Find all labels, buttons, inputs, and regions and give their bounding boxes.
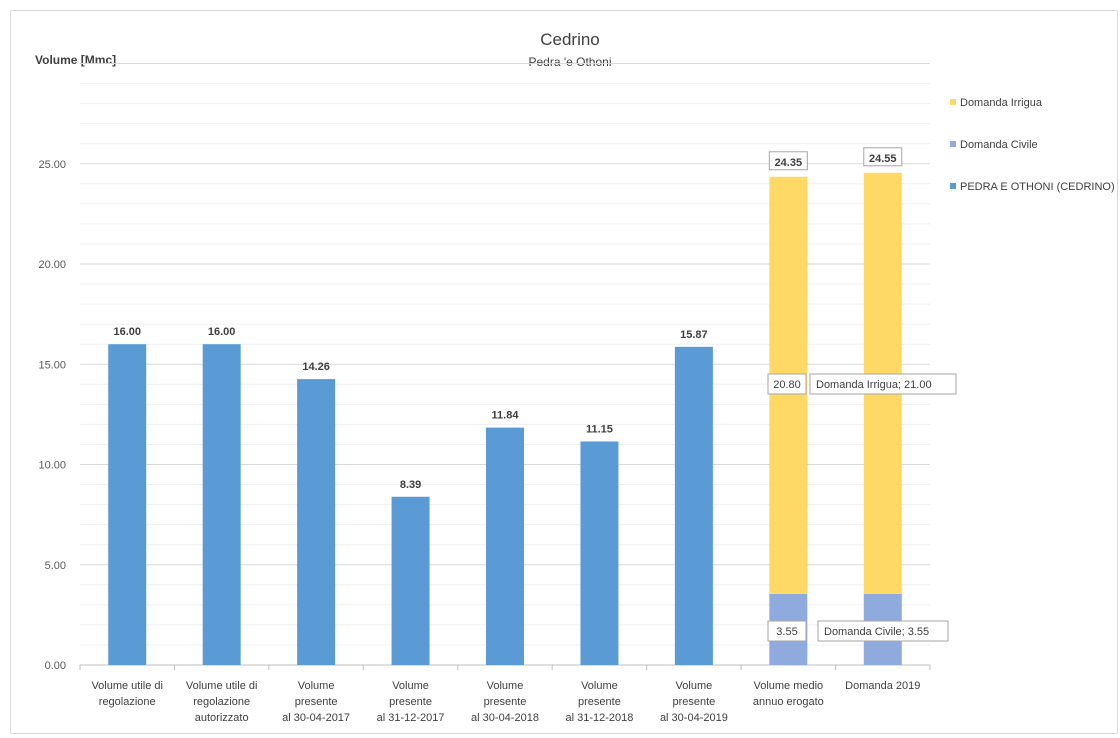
segment-label: Domanda Civile; 3.55 [824,626,929,638]
legend-swatch [950,99,956,105]
segment-label-box [767,620,807,642]
x-tick-label-line: presente [484,696,527,708]
y-tick-label: 15.00 [38,359,66,371]
y-tick-label: 25.00 [38,159,66,171]
bar-total-label: 8.39 [400,479,421,491]
x-tick-label-line: presente [672,696,715,708]
bar [391,496,430,665]
bar-total-label: 24.35 [775,157,803,169]
bar [202,344,241,665]
x-tick-label-line: Domanda 2019 [845,680,920,692]
x-tick-label-line: Volume medio [753,680,823,692]
data-label-box [863,147,903,167]
y-axis-ticks: 0.00 5.00 10.00 15.00 20.00 25.00 [38,159,66,672]
chart-frame [10,10,1118,734]
x-tick-label-line: Volume [581,680,618,692]
y-tick-label: 10.00 [38,460,66,472]
y-tick-label: 5.00 [45,560,66,572]
x-tick-label: Volume utile di regolazione [91,680,163,708]
bar-total-label: 16.00 [208,326,236,338]
y-axis-label: Volume [Mmc] [35,53,116,67]
bar [108,344,147,665]
x-tick-label-line: al 30-04-2018 [471,712,539,724]
x-tick-label-line: al 31-12-2017 [377,712,445,724]
legend: Domanda Irrigua Domanda Civile PEDRA E OTH… [950,97,1115,193]
bar-total-label: 11.15 [586,423,613,435]
x-tick-label: Volume presente al 31-12-2018 [565,680,633,724]
x-tick-label: Volume presente al 30-04-2018 [471,680,539,724]
legend-label: Domanda Irrigua [960,97,1043,109]
bar [674,346,713,665]
bar-total-label: 24.55 [869,153,897,165]
x-tick-label-line: regolazione [193,696,250,708]
chart-title: Cedrino [540,30,600,49]
chart-subtitle: Pedra 'e Othoni [528,55,611,69]
bar-total-label: 11.84 [492,410,520,422]
x-tick-label: Domanda 2019 [845,680,920,692]
segment-label: Domanda Irrigua; 21.00 [816,379,932,391]
x-tick-label: Volume presente al 31-12-2017 [377,680,445,724]
bar [580,441,619,665]
y-tick-label: 0.00 [45,660,66,672]
x-tick-label-line: presente [295,696,338,708]
legend-swatch [950,183,956,189]
legend-label: Domanda Civile [960,139,1038,151]
segment-label-box [817,620,949,642]
x-tick-label: Volume presente al 30-04-2019 [660,680,728,724]
legend-swatch [950,141,956,147]
x-tick-label-line: Volume [298,680,335,692]
segment-label-box [767,373,807,395]
x-tick-label-line: autorizzato [195,712,249,724]
segment-label-box [809,373,957,395]
x-tick-label-line: Volume [487,680,524,692]
x-tick-label: Volume presente al 30-04-2017 [282,680,350,724]
x-tick-label-line: Volume utile di [91,680,163,692]
x-tick-label-line: al 30-04-2019 [660,712,728,724]
x-tick-label-line: Volume [676,680,713,692]
x-tick-label-line: presente [389,696,432,708]
x-tick-label: Volume utile di regolazione autorizzato [186,680,258,724]
bar-total-label: 16.00 [113,326,141,338]
bar-total-label: 15.87 [680,329,708,341]
bar [297,379,336,665]
x-tick-label: Volume medio annuo erogato [753,680,824,708]
data-labels: 16.00 16.00 14.26 8.39 11.84 11.15 15.87 24.35 2… [113,147,957,642]
x-tick-label-line: presente [578,696,621,708]
legend-label: PEDRA E OTHONI (CEDRINO) [960,181,1115,193]
data-label-box [768,151,808,171]
x-tick-label-line: regolazione [99,696,156,708]
bar [486,427,524,665]
x-tick-label-line: annuo erogato [753,696,824,708]
x-tick-label-line: al 30-04-2017 [282,712,350,724]
x-tick-label-line: Volume [392,680,429,692]
bar-total-label: 14.26 [302,361,330,373]
x-tick-label-line: al 31-12-2018 [565,712,633,724]
segment-label: 3.55 [776,626,797,638]
bars [108,172,902,665]
segment-label: 20.80 [773,379,801,391]
y-tick-label: 20.00 [38,259,66,271]
x-tick-label-line: Volume utile di [186,680,258,692]
